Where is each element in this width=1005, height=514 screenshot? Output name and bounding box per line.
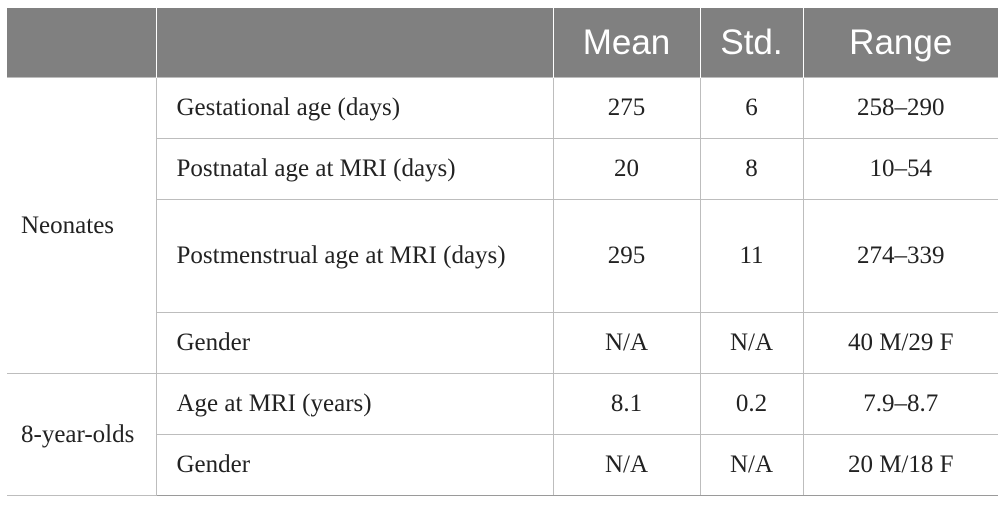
group-label-neonates: Neonates xyxy=(7,77,157,374)
table-row: 8-year-olds Age at MRI (years) 8.1 0.2 7… xyxy=(7,373,998,496)
row-label: Gender xyxy=(156,434,554,496)
header-std: Std. xyxy=(699,8,803,78)
header-range: Range xyxy=(802,8,998,78)
cell-std: 8 xyxy=(699,138,804,200)
cell-mean: 8.1 xyxy=(552,373,701,435)
cell-range: 258–290 xyxy=(802,77,998,139)
cell-range: 10–54 xyxy=(802,138,998,200)
group-label-8-year-olds: 8-year-olds xyxy=(7,373,157,496)
cell-range: 20 M/18 F xyxy=(802,434,998,496)
table-row: Neonates Gestational age (days) 275 6 25… xyxy=(7,77,998,374)
cell-std: 11 xyxy=(699,199,804,313)
cell-std: 0.2 xyxy=(699,373,804,435)
cell-mean: 295 xyxy=(552,199,701,313)
cell-mean: 20 xyxy=(552,138,701,200)
row-label: Gestational age (days) xyxy=(155,77,554,139)
table-row: Gender N/A N/A 40 M/29 F xyxy=(7,312,998,374)
table-row: Gender N/A N/A 20 M/18 F xyxy=(7,434,998,496)
table-header-row: Mean Std. Range xyxy=(7,8,998,78)
cell-mean: N/A xyxy=(552,312,701,374)
table-row: Postnatal age at MRI (days) 20 8 10–54 xyxy=(7,138,998,200)
header-mean: Mean xyxy=(552,8,700,78)
row-label: Postnatal age at MRI (days) xyxy=(156,138,554,200)
cell-std: 6 xyxy=(699,77,804,139)
demographics-table: Mean Std. Range Neonates Gestational age… xyxy=(7,8,998,496)
header-group xyxy=(7,8,156,78)
cell-range: 40 M/29 F xyxy=(802,312,998,374)
row-label: Age at MRI (years) xyxy=(155,373,554,435)
table-row: Postmenstrual age at MRI (days) 295 11 2… xyxy=(7,199,998,313)
cell-std: N/A xyxy=(699,312,804,374)
cell-mean: 275 xyxy=(552,77,701,139)
cell-std: N/A xyxy=(699,434,804,496)
row-label: Postmenstrual age at MRI (days) xyxy=(156,199,554,313)
row-label: Gender xyxy=(156,312,554,374)
cell-mean: N/A xyxy=(552,434,701,496)
header-measure xyxy=(155,8,553,78)
cell-range: 7.9–8.7 xyxy=(802,373,998,435)
cell-range: 274–339 xyxy=(802,199,998,313)
